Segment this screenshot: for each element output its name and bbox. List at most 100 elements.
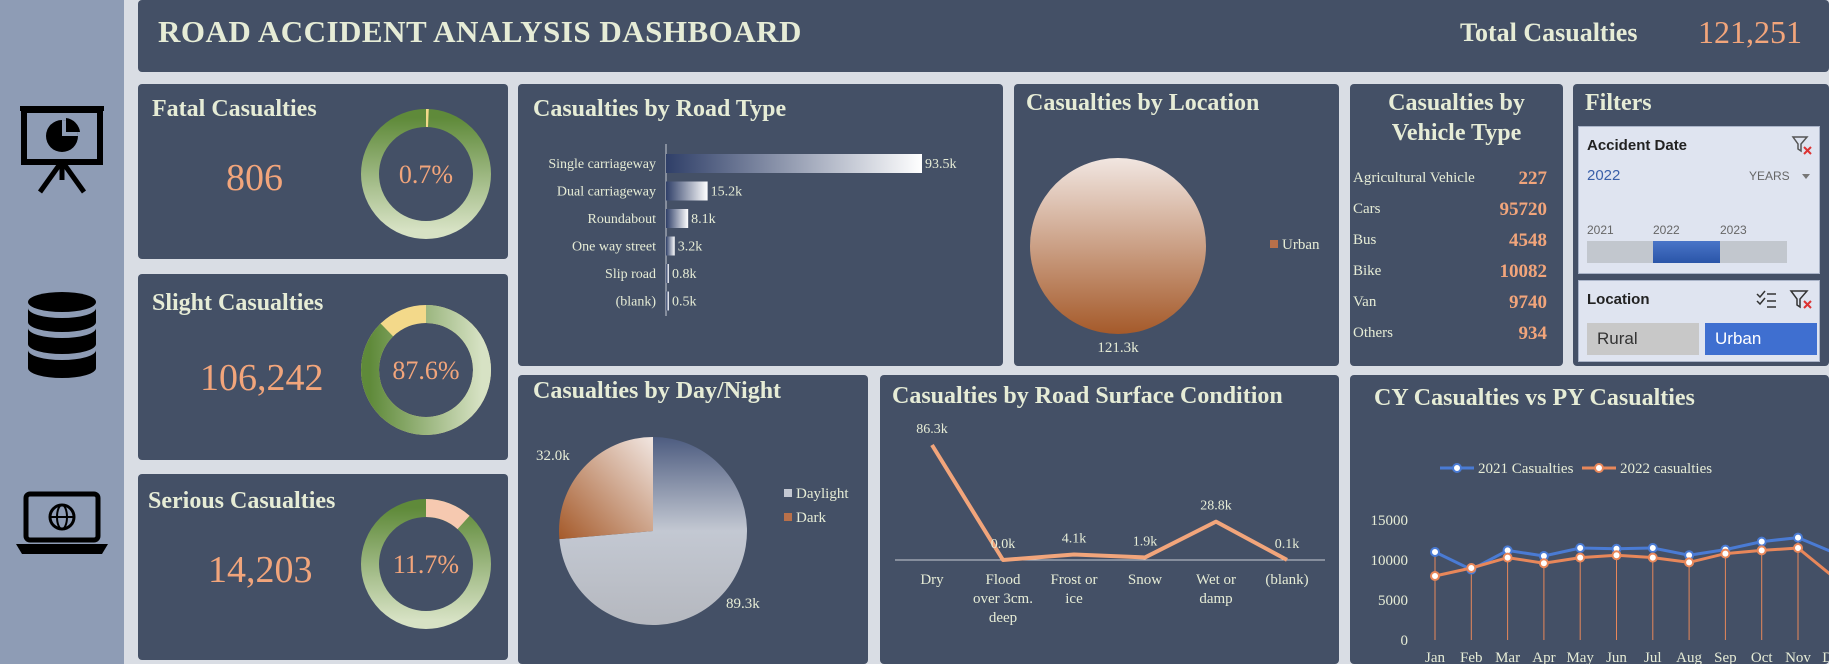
surface-category-label: over 3cm.	[973, 591, 1033, 607]
total-casualties-value: 121,251	[1698, 14, 1802, 50]
day-night-legend-dark: Dark	[796, 510, 826, 526]
fatal-donut: 0.7%	[361, 109, 491, 239]
vehicle-value: 9740	[1509, 292, 1547, 313]
slight-title: Slight Casualties	[152, 290, 324, 316]
timeline-year-2022[interactable]: 2022	[1653, 223, 1680, 237]
location-option-rural[interactable]: Rural	[1587, 323, 1699, 355]
day-night-panel: Casualties by Day/Night 32.0k 89.3k Dayl…	[518, 375, 868, 664]
cy-py-point	[1502, 552, 1513, 563]
location-pie-urban	[1030, 158, 1206, 334]
multi-select-icon[interactable]	[1755, 289, 1777, 309]
cy-py-xtick: Nov	[1785, 650, 1811, 664]
cy-py-xtick: Mar	[1495, 650, 1520, 664]
cy-py-point	[1466, 563, 1477, 573]
day-night-legend-daylight: Daylight	[796, 486, 849, 502]
surface-category-label: (blank)	[1265, 572, 1308, 588]
surface-value-label: 86.3k	[916, 422, 948, 437]
cy-py-title: CY Casualties vs PY Casualties	[1374, 385, 1695, 411]
vehicle-type-panel: Casualties by Vehicle Type Agricultural …	[1350, 84, 1563, 366]
slight-value: 106,242	[200, 357, 324, 399]
clear-filter-icon[interactable]	[1791, 135, 1813, 155]
vehicle-title-1: Casualties by	[1388, 90, 1525, 116]
road-type-value-label: 0.5k	[672, 295, 697, 310]
serious-casualties-panel: Serious Casualties 14,203 11.7%	[138, 474, 508, 660]
cy-py-xtick: Jul	[1644, 650, 1662, 664]
timeline-year-2023[interactable]: 2023	[1720, 223, 1747, 237]
cy-py-xtick: Feb	[1460, 650, 1483, 664]
cy-py-point	[1611, 550, 1622, 561]
slight-donut: 87.6%	[361, 305, 491, 435]
accident-date-slicer: Accident Date 2022 YEARS 2021 2022 2023	[1578, 126, 1820, 274]
cy-py-point	[1647, 543, 1658, 553]
road-type-value-label: 0.8k	[672, 267, 697, 282]
surface-category-label: Snow	[1128, 572, 1162, 588]
road-type-value-label: 8.1k	[691, 212, 716, 227]
cy-py-ytick: 0	[1401, 633, 1409, 649]
timeline-selected-bar[interactable]	[1653, 241, 1720, 263]
cy-py-legend-marker	[1594, 463, 1604, 473]
cy-py-point	[1756, 545, 1767, 556]
road-type-title: Casualties by Road Type	[533, 96, 787, 122]
cy-py-xtick: May	[1566, 650, 1594, 664]
cy-py-point	[1575, 543, 1586, 553]
cy-py-ytick: 10000	[1371, 553, 1409, 569]
day-night-label-dark: 32.0k	[536, 448, 570, 464]
road-type-bar	[666, 264, 669, 283]
location-legend-swatch	[1270, 240, 1278, 248]
serious-value: 14,203	[208, 549, 313, 591]
period-dropdown[interactable]: YEARS	[1749, 169, 1790, 183]
surface-category-label: Wet or	[1196, 572, 1236, 588]
location-title: Casualties by Location	[1026, 90, 1260, 116]
surface-value-label: 4.1k	[1062, 532, 1087, 547]
cy-py-legend-label: 2021 Casualties	[1478, 461, 1574, 477]
location-option-urban[interactable]: Urban	[1705, 323, 1817, 355]
road-type-bar	[666, 236, 675, 256]
vehicle-value: 934	[1518, 323, 1548, 344]
cy-py-legend-marker	[1452, 463, 1462, 473]
vehicle-label: Cars	[1353, 201, 1381, 217]
cy-py-point	[1793, 543, 1803, 553]
location-filter-title: Location	[1587, 291, 1650, 308]
road-type-category: Dual carriageway	[557, 185, 656, 200]
day-night-legend-swatch-daylight	[784, 489, 792, 497]
road-type-value-label: 3.2k	[678, 240, 703, 255]
serious-donut: 11.7%	[361, 499, 491, 629]
clear-filter-icon[interactable]	[1789, 289, 1813, 309]
cy-py-point	[1430, 571, 1440, 581]
vehicle-label: Agricultural Vehicle	[1353, 170, 1475, 186]
location-chart: 121.3k Urban	[1030, 158, 1320, 356]
location-data-label: 121.3k	[1097, 340, 1139, 356]
timeline-year-2021[interactable]: 2021	[1587, 223, 1614, 237]
surface-value-label: 0.1k	[1275, 537, 1300, 552]
cy-py-xtick: Jun	[1606, 650, 1627, 664]
slight-casualties-panel: Slight Casualties 106,242 87.6%	[138, 274, 508, 460]
laptop-globe-icon[interactable]	[12, 480, 112, 580]
vehicle-value: 4548	[1509, 230, 1547, 251]
day-night-legend-swatch-dark	[784, 513, 792, 521]
road-type-panel: Casualties by Road Type Single carriagew…	[518, 84, 1003, 366]
cy-py-xtick: Aug	[1676, 650, 1702, 664]
slight-donut-arc	[361, 305, 491, 435]
surface-category-label: damp	[1199, 591, 1232, 607]
day-night-slice-daylight	[559, 437, 747, 625]
cy-py-point	[1793, 532, 1803, 543]
chevron-down-icon[interactable]	[1802, 174, 1810, 179]
cy-py-point	[1756, 536, 1767, 547]
vehicle-label: Others	[1353, 325, 1393, 341]
database-icon[interactable]	[12, 288, 112, 388]
dashboard-title: ROAD ACCIDENT ANALYSIS DASHBOARD	[158, 14, 802, 49]
cy-py-xtick: Dec	[1822, 650, 1829, 664]
surface-line	[930, 443, 1288, 562]
day-night-chart: 32.0k 89.3k Daylight Dark	[536, 437, 849, 625]
surface-value-label: 28.8k	[1200, 499, 1232, 514]
cy-py-legend-label: 2022 casualties	[1620, 461, 1712, 477]
cy-py-point	[1720, 548, 1731, 559]
cy-py-chart: 0 5000 10000 15000 Jan Feb Mar Apr May Jun Jul Aug S…	[1371, 461, 1829, 664]
serious-title: Serious Casualties	[148, 488, 336, 514]
road-type-bar	[666, 181, 708, 201]
vehicle-value: 95720	[1499, 199, 1548, 220]
vehicle-label: Bike	[1353, 263, 1382, 279]
cy-py-point	[1538, 558, 1549, 569]
presentation-chart-icon[interactable]	[12, 100, 112, 200]
vehicle-title-2: Vehicle Type	[1391, 120, 1522, 146]
